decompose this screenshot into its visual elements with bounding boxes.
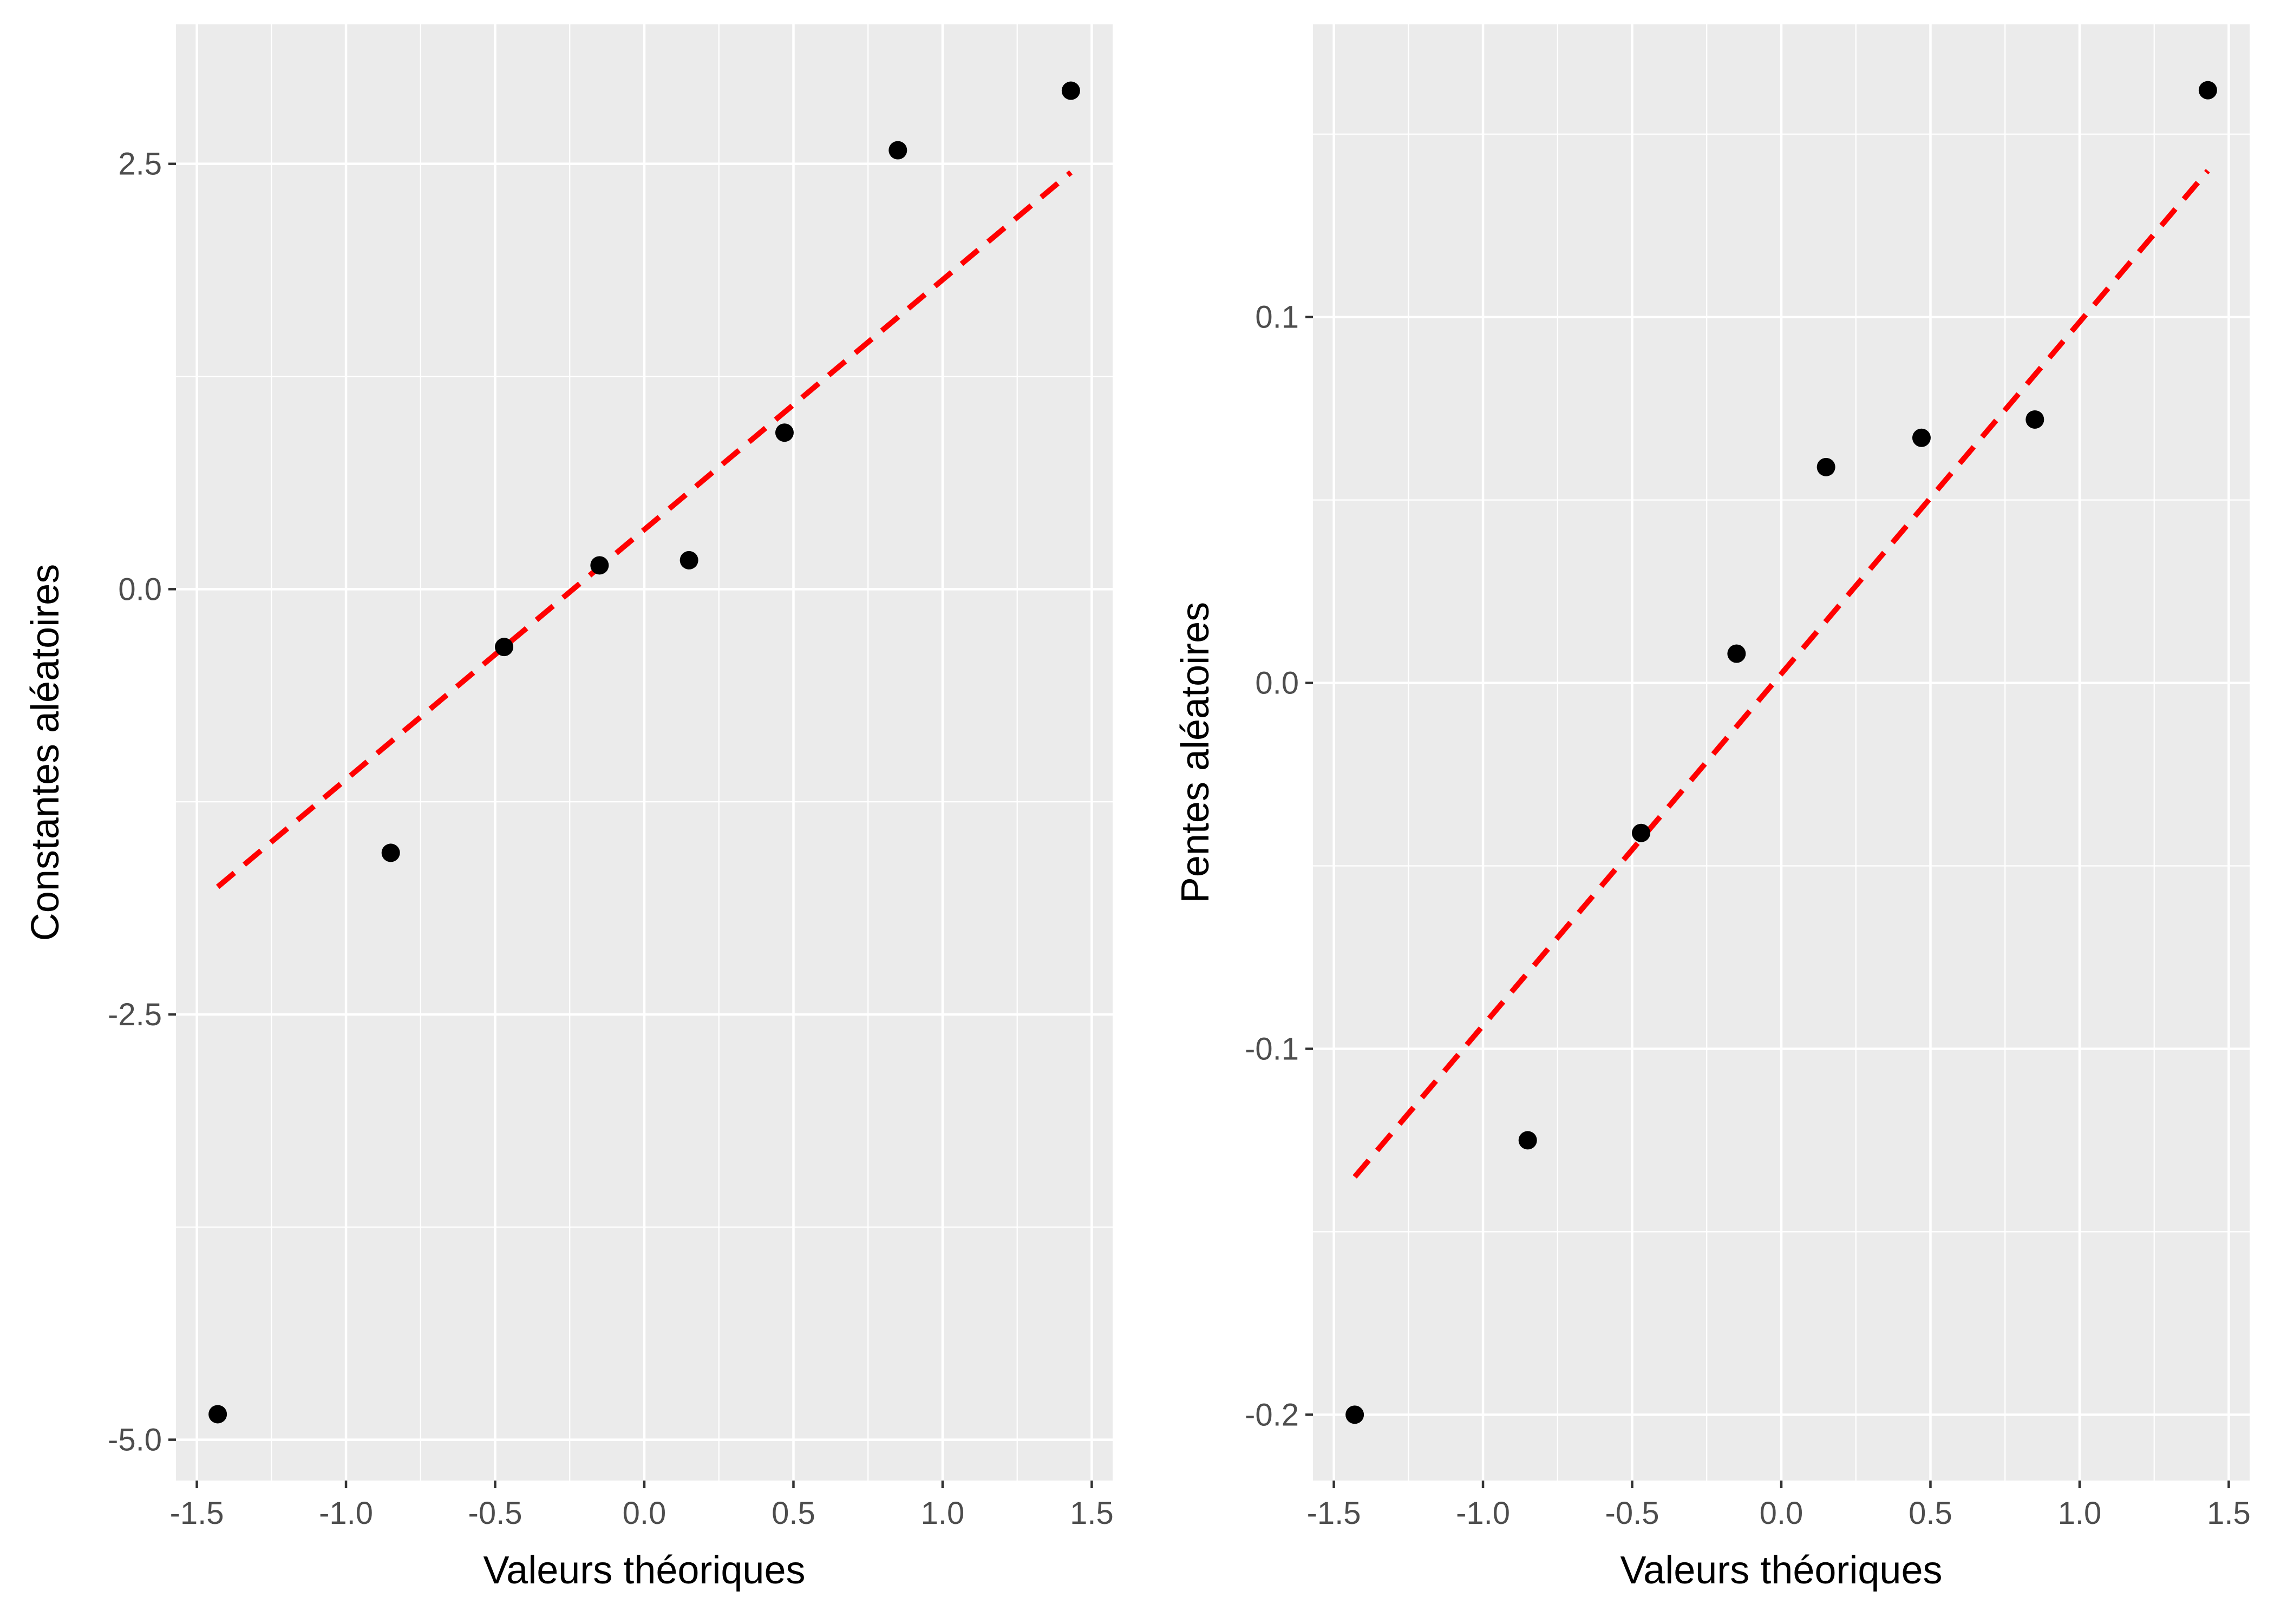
data-point [381, 843, 400, 862]
reference-line [215, 170, 1073, 889]
x-axis-title: Valeurs théoriques [1620, 1549, 1942, 1592]
y-axis-title: Constantes aléatoires [24, 564, 67, 941]
data-point [679, 551, 698, 569]
x-tick-label: 0.0 [1760, 1496, 1803, 1531]
data-point [2198, 81, 2217, 100]
data-point [1632, 823, 1651, 842]
x-tick-label: -1.0 [319, 1496, 373, 1531]
y-tick-label: -2.5 [108, 997, 162, 1032]
x-tick-label: 0.5 [1909, 1496, 1952, 1531]
x-tick-label: 0.5 [772, 1496, 815, 1531]
data-point [495, 638, 514, 657]
reference-line [1352, 169, 2210, 1179]
chart-panel-2: -1.5 -1.0 -0.5 0.0 0.5 1.0 1.5 -0.2 -0.1 0.0 0.1 Va… [1174, 24, 2251, 1592]
y-tick-label: 0.0 [1255, 666, 1299, 701]
data-point [888, 141, 907, 160]
x-tick-label: 1.0 [2058, 1496, 2102, 1531]
y-axis-title: Pentes aléatoires [1174, 602, 1217, 903]
x-tick-label: -0.5 [1605, 1496, 1659, 1531]
data-point [1727, 644, 1746, 663]
data-point [1912, 428, 1931, 447]
data-point [208, 1405, 227, 1424]
y-tick-label: -0.1 [1245, 1031, 1299, 1066]
x-axis-title: Valeurs théoriques [483, 1549, 805, 1592]
x-tick-label: -1.0 [1456, 1496, 1510, 1531]
y-tick-label: -0.2 [1245, 1397, 1299, 1432]
x-tick-label: 1.0 [921, 1496, 965, 1531]
y-tick-label: 2.5 [118, 147, 162, 182]
y-tick-label: 0.0 [118, 572, 162, 607]
data-point [1816, 457, 1835, 476]
data-point [1345, 1405, 1364, 1424]
data-point [590, 556, 609, 575]
grid-lines [1313, 24, 2250, 1481]
y-tick-label: 0.1 [1255, 300, 1299, 335]
grid-lines [176, 24, 1113, 1481]
chart-panel-1: -1.5 -1.0 -0.5 0.0 0.5 1.0 1.5 -5.0 -2.5 0.0 2.5 Va… [24, 24, 1114, 1592]
data-point [775, 423, 794, 442]
x-tick-label: -1.5 [170, 1496, 224, 1531]
data-point [2025, 410, 2044, 429]
x-tick-label: 1.5 [1070, 1496, 1114, 1531]
x-tick-label: -1.5 [1307, 1496, 1361, 1531]
data-point [1061, 81, 1080, 100]
x-tick-label: 1.5 [2207, 1496, 2251, 1531]
x-tick-label: 0.0 [623, 1496, 666, 1531]
x-tick-label: -0.5 [468, 1496, 522, 1531]
data-point [1518, 1131, 1537, 1150]
y-tick-label: -5.0 [108, 1423, 162, 1458]
